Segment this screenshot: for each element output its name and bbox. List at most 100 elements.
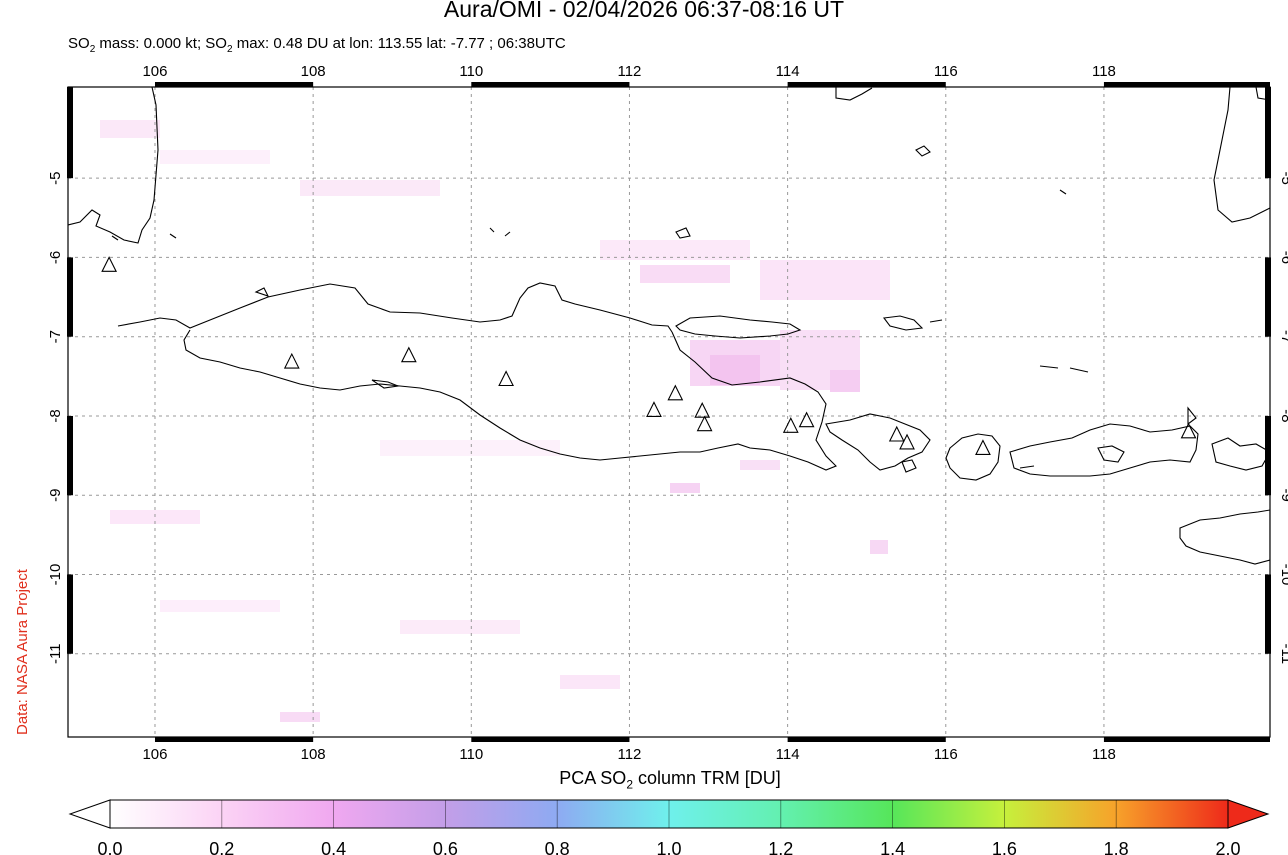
frame-bar-top xyxy=(787,82,946,87)
map-border xyxy=(67,86,1271,738)
coast-sumatra xyxy=(68,87,159,244)
map-title: Aura/OMI - 02/04/2026 06:37-08:16 UT xyxy=(443,0,845,22)
coast-kangean xyxy=(882,315,924,331)
lon-tick-label-top: 114 xyxy=(776,63,800,80)
so2-patch xyxy=(160,150,270,164)
volcano-markers xyxy=(101,256,1197,456)
frame-bar-left xyxy=(67,574,73,654)
lat-tick-label-right: -8 xyxy=(1278,409,1288,422)
frame-bar-left xyxy=(67,87,73,179)
coast-islet xyxy=(169,233,177,239)
colorbar-tick-label: 1.2 xyxy=(768,839,793,855)
so2-patch xyxy=(870,540,888,554)
frame-bar-bottom xyxy=(1103,737,1270,742)
coast-nusa-penida xyxy=(901,459,917,473)
coast-bawean xyxy=(675,227,691,239)
colorbar: 0.0 0.2 0.4 0.6 0.8 1.0 1.2 1.4 1.6 1.8 2.0 xyxy=(68,799,1270,855)
lon-tick-label-bottom: 110 xyxy=(459,746,483,763)
lat-tick-label-left: -5 xyxy=(47,171,64,184)
lon-tick-label-top: 118 xyxy=(1092,63,1116,80)
lat-tick-label-left: -8 xyxy=(47,409,64,422)
colorbar-tick-label: 0.8 xyxy=(545,839,570,855)
volcano-icon xyxy=(694,401,711,418)
so2-patch xyxy=(640,265,730,283)
so2-summary: SO2 mass: 0.000 kt; SO2 max: 0.48 DU at … xyxy=(68,35,566,55)
frame-bar-bottom xyxy=(787,737,946,742)
map-background xyxy=(68,87,1270,737)
frame-bar-left xyxy=(67,415,73,496)
so2-field xyxy=(100,120,890,722)
lat-tick-label-left: -7 xyxy=(47,330,64,343)
lat-tick-label-left: -11 xyxy=(47,643,64,664)
coastlines xyxy=(68,87,1270,565)
coast-borneo xyxy=(835,87,873,101)
lat-tick-label-left: -10 xyxy=(47,564,64,586)
map-frame xyxy=(67,82,1271,742)
frame-bar-right xyxy=(1265,257,1271,337)
coast-islet xyxy=(111,235,119,241)
so2-patch xyxy=(670,483,700,493)
frame-bar-bottom xyxy=(154,737,314,742)
frame-bar-top xyxy=(1103,82,1270,87)
so2-patch xyxy=(560,675,620,689)
graticule xyxy=(68,87,1270,737)
coast-karimun xyxy=(254,287,270,297)
colorbar-tick-label: 0.4 xyxy=(321,839,346,855)
volcano-icon xyxy=(975,439,991,456)
so2-patch xyxy=(380,440,560,456)
lon-tick-label-bottom: 112 xyxy=(617,746,641,763)
so2-patch xyxy=(400,620,520,634)
axis-tick-labels: 106 106 108 108 110 110 112 112 114 114 116 116 118 1… xyxy=(47,63,1288,763)
colorbar-tick-label: 1.8 xyxy=(1104,839,1129,855)
volcano-icon xyxy=(782,417,799,433)
volcano-icon xyxy=(798,411,815,428)
colorbar-tick-label: 2.0 xyxy=(1215,839,1240,855)
volcano-icon xyxy=(667,384,684,401)
volcano-icon xyxy=(646,401,662,417)
lon-tick-label-top: 116 xyxy=(934,63,958,80)
coast-java-east-south xyxy=(183,329,837,471)
lat-tick-label-left: -6 xyxy=(47,251,64,264)
volcano-icon xyxy=(498,370,514,387)
coast-islet xyxy=(1069,367,1089,373)
so2-patch xyxy=(760,260,890,300)
volcano-icon xyxy=(899,433,915,450)
coast-madura xyxy=(675,315,802,339)
coast-bali xyxy=(825,413,931,471)
colorbar-tick-label: 0.6 xyxy=(433,839,458,855)
so2-patch xyxy=(160,600,280,612)
colorbar-max-arrow xyxy=(1227,799,1270,829)
coast-islet xyxy=(504,231,511,237)
volcano-icon xyxy=(400,346,417,363)
lon-tick-label-top: 106 xyxy=(142,63,167,80)
so2-patch xyxy=(830,370,860,392)
colorbar-tick-label: 1.6 xyxy=(992,839,1017,855)
so2-patch xyxy=(280,712,320,722)
lat-tick-label-right: -7 xyxy=(1278,330,1288,343)
colorbar-tick-label: 1.4 xyxy=(880,839,905,855)
lat-tick-label-right: -9 xyxy=(1278,489,1288,502)
volcano-icon xyxy=(696,415,713,432)
coast-islet xyxy=(1039,365,1059,369)
lat-tick-label-right: -11 xyxy=(1278,643,1288,664)
coast-sulawesi xyxy=(1213,87,1270,223)
lon-tick-label-bottom: 116 xyxy=(934,746,958,763)
lon-tick-label-bottom: 114 xyxy=(776,746,800,763)
coast-islet xyxy=(371,379,401,389)
frame-bar-left xyxy=(67,257,73,337)
lat-tick-label-right: -10 xyxy=(1278,564,1288,586)
coast-lombok xyxy=(945,433,1001,481)
frame-bar-top xyxy=(471,82,630,87)
so2-patch xyxy=(100,120,160,138)
coast-islet xyxy=(1059,189,1067,195)
coast-islet xyxy=(915,145,931,157)
lon-tick-label-top: 108 xyxy=(301,63,326,80)
volcano-icon xyxy=(283,352,300,369)
frame-bar-right xyxy=(1265,574,1271,654)
frame-bar-right xyxy=(1265,87,1271,179)
so2-patch xyxy=(300,180,440,196)
colorbar-min-arrow xyxy=(68,799,111,829)
lat-tick-label-right: -5 xyxy=(1278,171,1288,184)
colorbar-tick-label: 0.2 xyxy=(209,839,234,855)
